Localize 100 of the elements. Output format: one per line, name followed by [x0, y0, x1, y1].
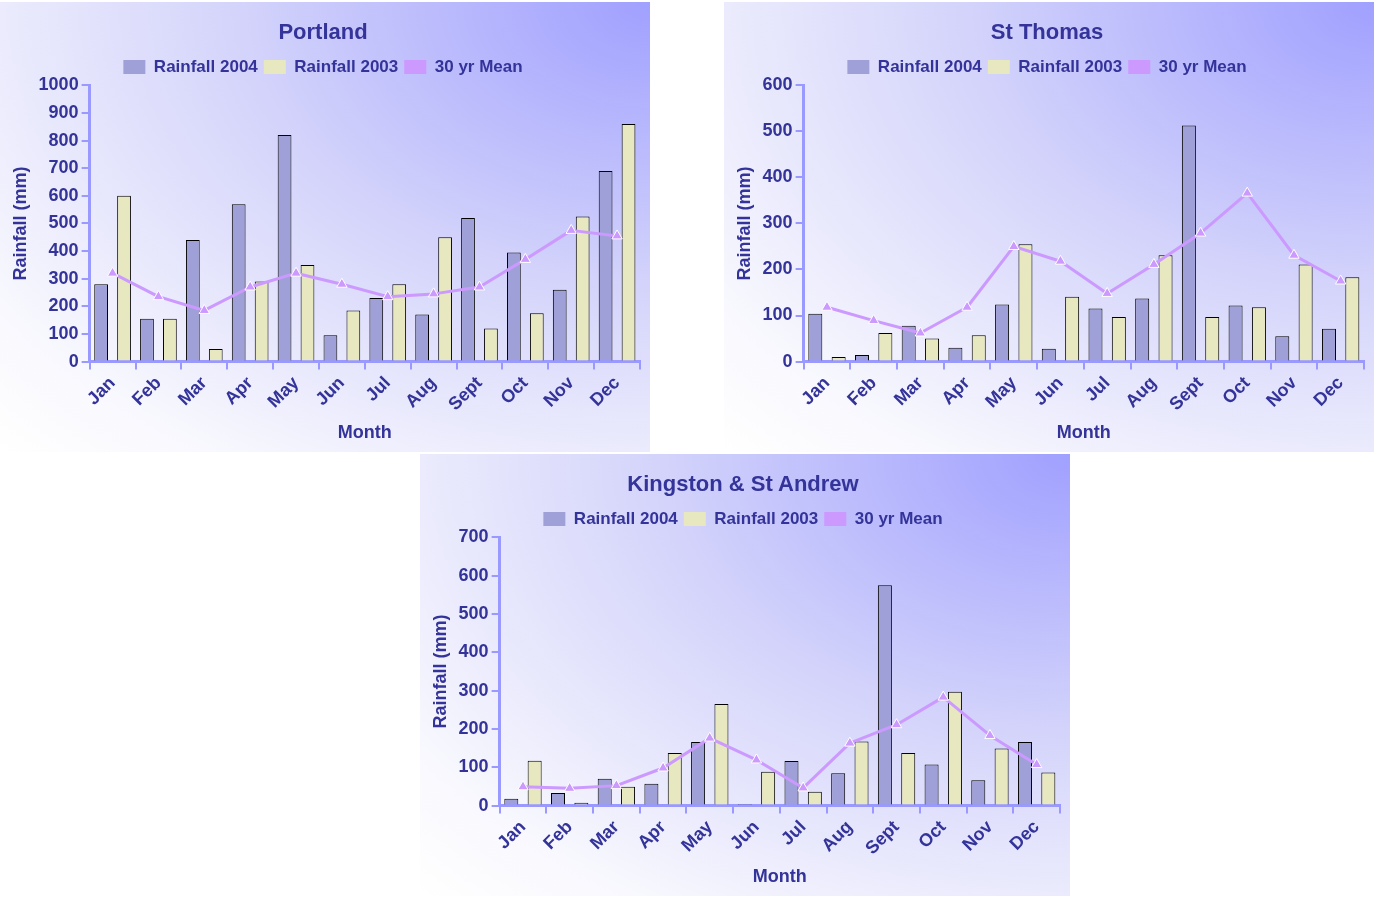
- x-tick-label: Apr: [937, 372, 974, 409]
- point: [1030, 758, 1043, 769]
- point: [704, 731, 716, 742]
- y-tick-label: 400: [48, 240, 79, 261]
- x-tick-label: Nov: [1262, 372, 1301, 411]
- x-axis-title: Month: [337, 422, 392, 443]
- x-tick-label: Jul: [361, 372, 395, 405]
- point: [290, 266, 302, 277]
- x-tick-label: Jul: [1080, 372, 1114, 405]
- y-tick-label: 300: [458, 679, 489, 700]
- chart-title: St Thomas: [990, 19, 1104, 45]
- y-tick-label: 300: [48, 267, 79, 288]
- y-tick-label: 1000: [38, 74, 79, 95]
- x-tick-label: Jan: [797, 372, 834, 409]
- chart-title: Kingston & St Andrew: [627, 471, 860, 497]
- y-axis-title: Rainfall (mm): [733, 166, 754, 281]
- y-axis-title: Rainfall (mm): [429, 614, 450, 729]
- x-tick-label: Oct: [1218, 372, 1254, 408]
- y-tick-label: 200: [458, 717, 489, 738]
- point: [198, 303, 210, 314]
- y-tick-label: 600: [762, 74, 793, 95]
- x-tick-label: Dec: [1005, 816, 1043, 854]
- x-tick-label: Jan: [82, 372, 119, 409]
- point: [382, 290, 394, 301]
- x-tick-label: Feb: [843, 372, 881, 410]
- point: [336, 277, 348, 288]
- x-tick-label: Oct: [914, 816, 950, 852]
- x-tick-label: Jan: [493, 816, 530, 853]
- point: [565, 223, 577, 234]
- y-tick-label: 200: [762, 258, 793, 279]
- point: [106, 266, 119, 277]
- x-tick-label: Mar: [173, 372, 211, 410]
- x-tick-label: Nov: [958, 816, 997, 855]
- x-tick-label: Mar: [889, 372, 927, 410]
- point: [984, 728, 996, 739]
- point: [1194, 226, 1207, 237]
- chart-title: Portland: [278, 19, 368, 45]
- x-axis-title: Month: [1056, 422, 1111, 443]
- x-tick-label: Feb: [128, 372, 165, 410]
- point: [1054, 254, 1067, 265]
- legend-label: Rainfall 2003: [1018, 56, 1123, 76]
- y-tick-label: 800: [48, 129, 79, 150]
- point: [1008, 239, 1020, 250]
- point: [1241, 186, 1253, 197]
- y-tick-label: 600: [48, 184, 79, 205]
- point: [750, 753, 763, 764]
- x-axis-title: Month: [752, 866, 807, 887]
- legend-label: 30 yr Mean: [434, 56, 523, 76]
- y-tick-label: 500: [458, 602, 489, 623]
- legend-label: 30 yr Mean: [854, 508, 943, 528]
- x-tick-label: Jul: [776, 816, 810, 849]
- x-tick-label: Dec: [585, 372, 624, 410]
- y-tick-label: 100: [458, 756, 489, 777]
- y-tick-label: 500: [762, 120, 793, 141]
- y-tick-label: 400: [458, 641, 489, 662]
- y-tick-label: 100: [762, 304, 793, 325]
- point: [890, 718, 903, 729]
- x-tick-label: Oct: [496, 372, 532, 408]
- x-tick-label: Mar: [585, 816, 623, 854]
- x-tick-label: Jun: [1030, 372, 1067, 410]
- point: [1148, 257, 1160, 268]
- x-tick-label: Dec: [1309, 372, 1347, 410]
- y-tick-label: 700: [458, 526, 489, 547]
- point: [1288, 248, 1300, 259]
- point: [867, 314, 880, 325]
- legend-label: Rainfall 2004: [153, 56, 259, 76]
- point: [610, 779, 623, 790]
- legend-label: Rainfall 2003: [714, 508, 819, 528]
- legend-label: 30 yr Mean: [1158, 56, 1247, 76]
- y-tick-label: 300: [762, 212, 793, 233]
- y-tick-label: 900: [48, 101, 79, 122]
- x-tick-label: Apr: [220, 372, 257, 409]
- y-tick-label: 700: [48, 157, 79, 178]
- y-tick-label: 0: [478, 794, 489, 815]
- point: [961, 300, 973, 311]
- x-tick-label: Jun: [726, 816, 763, 854]
- point: [244, 280, 256, 291]
- point: [611, 229, 623, 240]
- x-tick-label: Nov: [539, 372, 578, 411]
- point: [844, 736, 856, 747]
- point: [473, 280, 486, 291]
- x-tick-label: Aug: [817, 816, 857, 856]
- point: [657, 761, 669, 772]
- point: [1334, 274, 1347, 285]
- legend-label: Rainfall 2004: [573, 508, 679, 528]
- x-tick-label: Feb: [539, 816, 577, 854]
- point: [152, 290, 165, 301]
- point: [914, 326, 927, 337]
- y-tick-label: 0: [782, 350, 793, 371]
- legend-label: Rainfall 2004: [877, 56, 983, 76]
- y-tick-label: 500: [48, 212, 79, 233]
- y-tick-label: 0: [68, 350, 79, 371]
- x-tick-label: Aug: [401, 372, 440, 412]
- point: [563, 781, 576, 792]
- point: [797, 781, 809, 792]
- point: [427, 287, 440, 298]
- x-tick-label: Aug: [1121, 372, 1161, 412]
- x-tick-label: Apr: [633, 816, 670, 853]
- y-tick-label: 600: [458, 564, 489, 585]
- y-tick-label: 100: [48, 322, 79, 343]
